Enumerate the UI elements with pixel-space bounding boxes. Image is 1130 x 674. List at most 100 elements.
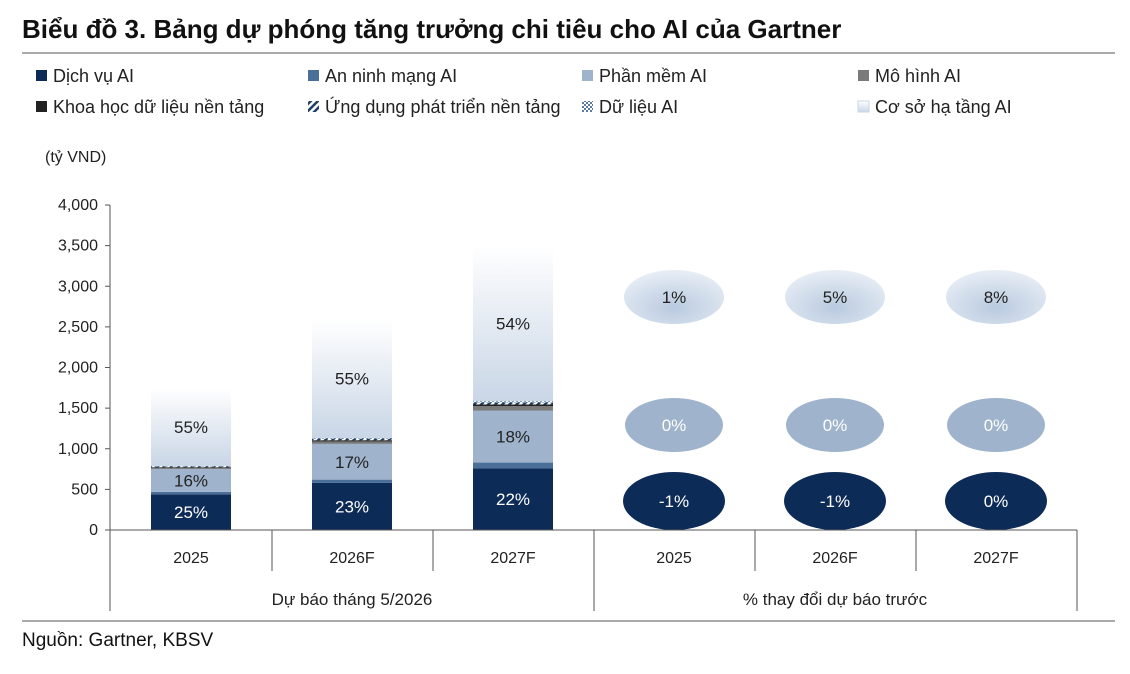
- legend-label: An ninh mạng AI: [325, 66, 457, 86]
- y-tick-label: 1,000: [58, 441, 98, 458]
- bar-label-dich-vu-ai: 25%: [174, 503, 208, 522]
- legend-label: Phần mềm AI: [599, 66, 707, 86]
- x-group-label: % thay đổi dự báo trước: [743, 590, 928, 609]
- change-ellipse: [786, 398, 884, 452]
- y-tick-label: 1,500: [58, 400, 98, 417]
- bar-segment-an-ninh-mang-ai: [151, 491, 231, 495]
- bar-segment-du-lieu-ai: [151, 465, 231, 467]
- change-phan-mem-ai-2027f: 0%: [947, 398, 1045, 452]
- bar-segment-khoa-hoc-du-lieu-nen-tang: [151, 467, 231, 469]
- legend-item-phan-mem-ai: Phần mềm AI: [582, 66, 707, 86]
- x-tick-label: 2026F: [329, 550, 375, 567]
- bar-labels: 25% 23% 22% 16% 17% 18% 55% 55% 54%: [174, 314, 530, 522]
- change-label: 0%: [662, 416, 687, 435]
- bar-segment-ung-dung-phat-trien-nen-tang: [312, 438, 392, 441]
- change-ellipse: [784, 472, 886, 530]
- change-phan-mem-ai-2026f: 0%: [786, 398, 884, 452]
- legend-label: Ứng dụng phát triển nền tảng: [325, 96, 561, 117]
- bar-label-co-so-ha-tang-ai: 55%: [174, 418, 208, 437]
- change-ellipse: [947, 398, 1045, 452]
- bar-label-co-so-ha-tang-ai: 54%: [496, 314, 530, 333]
- change-label: -1%: [659, 492, 689, 511]
- bar-segment-khoa-hoc-du-lieu-nen-tang: [312, 440, 392, 442]
- bar-segment-an-ninh-mang-ai: [473, 462, 553, 469]
- x-tick-label-change: 2025: [656, 550, 692, 567]
- bar-segment-mo-hinh-ai: [473, 406, 553, 411]
- legend-label: Dịch vụ AI: [53, 66, 134, 86]
- change-ellipses: 1% 5% 8% 0% 0% 0% -1% -1% 0%: [623, 270, 1047, 530]
- bar-segment-du-lieu-ai: [473, 401, 553, 403]
- bar-segment-ung-dung-phat-trien-nen-tang: [473, 402, 553, 405]
- bar-stack-2027f: [473, 245, 553, 530]
- x-axis: 2025 2026F 2027F 2025 2026F 2027F Dự báo tháng…: [109, 529, 1078, 611]
- change-label: -1%: [820, 492, 850, 511]
- change-label: 0%: [984, 416, 1009, 435]
- bar-segment-khoa-hoc-du-lieu-nen-tang: [473, 404, 553, 407]
- legend-item-du-lieu-ai: Dữ liệu AI: [582, 97, 678, 117]
- legend-swatch: [858, 70, 869, 81]
- bar-label-dich-vu-ai: 23%: [335, 497, 369, 516]
- legend-label: Dữ liệu AI: [599, 97, 678, 117]
- change-label: 0%: [823, 416, 848, 435]
- y-tick-label: 2,000: [58, 360, 98, 377]
- change-ellipse: [624, 270, 724, 324]
- legend-swatch: [308, 101, 319, 112]
- y-tick-label: 2,500: [58, 319, 98, 336]
- change-co-so-ha-tang-ai-2026f: 5%: [785, 270, 885, 324]
- legend-item-co-so-ha-tang-ai: Cơ sở hạ tầng AI: [857, 97, 1012, 117]
- x-tick-label-change: 2027F: [973, 550, 1019, 567]
- legend-item-khoa-hoc-du-lieu-nen-tang: Khoa học dữ liệu nền tảng: [36, 97, 264, 117]
- bar-segment-phan-mem-ai: [312, 443, 392, 480]
- bar-segment-co-so-ha-tang-ai: [473, 245, 553, 402]
- legend-item-mo-hinh-ai: Mô hình AI: [858, 66, 961, 86]
- change-phan-mem-ai-2025: 0%: [625, 398, 723, 452]
- y-tick-label: 3,500: [58, 238, 98, 255]
- bar-segment-du-lieu-ai: [312, 437, 392, 439]
- change-dich-vu-ai-2027f: 0%: [945, 472, 1047, 530]
- bar-segment-dich-vu-ai: [473, 468, 553, 530]
- bars: [151, 245, 553, 530]
- change-label: 0%: [984, 492, 1009, 511]
- x-tick-label: 2027F: [490, 550, 536, 567]
- legend-item-ung-dung-phat-trien-nen-tang: Ứng dụng phát triển nền tảng: [308, 96, 561, 117]
- bar-segment-dich-vu-ai: [151, 494, 231, 530]
- bar-segment-phan-mem-ai: [473, 410, 553, 463]
- bar-segment-co-so-ha-tang-ai: [312, 319, 392, 438]
- legend: Dịch vụ AI An ninh mạng AI Phần mềm AI Mô h…: [36, 66, 1012, 117]
- change-co-so-ha-tang-ai-2025: 1%: [624, 270, 724, 324]
- legend-swatch: [857, 100, 870, 113]
- bar-segment-mo-hinh-ai: [312, 441, 392, 444]
- bar-label-co-so-ha-tang-ai: 55%: [335, 370, 369, 389]
- x-tick-label-change: 2026F: [812, 550, 858, 567]
- bar-stack-2025: [151, 387, 231, 530]
- legend-swatch: [582, 70, 593, 81]
- legend-swatch: [36, 70, 47, 81]
- legend-item-dich-vu-ai: Dịch vụ AI: [36, 66, 134, 86]
- bar-segment-mo-hinh-ai: [151, 468, 231, 470]
- change-ellipse: [945, 472, 1047, 530]
- change-label: 5%: [823, 288, 848, 307]
- legend-label: Cơ sở hạ tầng AI: [875, 97, 1012, 117]
- legend-label: Khoa học dữ liệu nền tảng: [53, 97, 264, 117]
- bar-segment-ung-dung-phat-trien-nen-tang: [151, 466, 231, 468]
- y-tick-label: 3,000: [58, 278, 98, 295]
- change-dich-vu-ai-2025: -1%: [623, 472, 725, 530]
- change-ellipse: [946, 270, 1046, 324]
- bar-segment-dich-vu-ai: [312, 482, 392, 530]
- change-dich-vu-ai-2026f: -1%: [784, 472, 886, 530]
- x-tick-label: 2025: [173, 550, 209, 567]
- legend-swatch: [308, 70, 319, 81]
- legend-item-an-ninh-mang-ai: An ninh mạng AI: [308, 66, 457, 86]
- y-tick-label: 0: [89, 522, 98, 539]
- source-note: Nguồn: Gartner, KBSV: [22, 630, 213, 651]
- change-ellipse: [785, 270, 885, 324]
- chart-title: Biểu đồ 3. Bảng dự phóng tăng trưởng chi…: [22, 14, 841, 44]
- legend-swatch: [36, 101, 47, 112]
- y-axis: 0 500 1,000 1,500 2,000 2,500 3,000 3,500 4,000: [58, 197, 111, 539]
- legend-label: Mô hình AI: [875, 66, 961, 86]
- change-label: 1%: [662, 288, 687, 307]
- change-ellipse: [623, 472, 725, 530]
- change-label: 8%: [984, 288, 1009, 307]
- change-ellipse: [625, 398, 723, 452]
